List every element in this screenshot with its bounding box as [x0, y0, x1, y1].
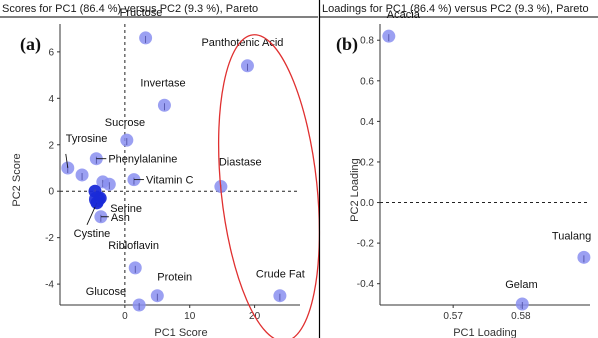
y-tick-label: 0.4 [360, 117, 374, 128]
point-label: Crude Fat [256, 269, 305, 281]
point-label: Ribloflavin [108, 240, 159, 252]
point-label: Phenylalanine [108, 154, 177, 166]
point-label: Vitamin C [146, 175, 194, 187]
point-label: Gelam [505, 279, 537, 291]
y-tick-label: -2 [45, 233, 54, 244]
y-tick-label: 0.8 [360, 36, 374, 47]
point-label: Panthotenic Acid [201, 37, 283, 49]
point-label: Tualang [552, 230, 591, 242]
point-label: Invertase [140, 77, 185, 89]
scores-panel-tag: (a) [20, 34, 41, 55]
highlight-ellipse [217, 34, 321, 338]
loadings-x-axis-label: PC1 Loading [453, 327, 517, 338]
loadings-panel-tag: (b) [336, 34, 358, 55]
y-tick-label: -0.4 [357, 279, 375, 290]
point-label: Cystine [74, 228, 111, 240]
y-tick-label: 0.6 [360, 76, 374, 87]
scores-panel: Scores for PC1 (86.4 %) versus PC2 (9.3 … [0, 3, 321, 338]
loadings-y-axis-label: PC2 Loading [349, 158, 361, 222]
y-tick-label: 6 [48, 47, 54, 58]
scores-y-axis-label: PC2 Score [11, 153, 23, 206]
point-label: Fructose [120, 7, 163, 19]
point-label: Tyrosine [66, 133, 108, 145]
y-tick-label: 0.2 [360, 157, 374, 168]
loadings-title: Loadings for PC1 (86.4 %) versus PC2 (9.… [322, 3, 589, 15]
point-label: Glucose [86, 286, 126, 298]
x-tick-label: 0.58 [511, 311, 531, 322]
label-leader-line [65, 153, 69, 169]
loadings-plot-area: -0.4 -0.2 0.0 0.2 0.4 0.6 0.8 0.57 0.58 Acacia Tua… [357, 9, 591, 322]
point-label: Ash [111, 212, 130, 224]
dense-cluster-mark [88, 191, 105, 208]
point-label: Diastase [219, 157, 262, 169]
y-tick-label: 0.0 [360, 198, 374, 209]
point-label: Sucrose [105, 117, 145, 129]
x-tick-label: 0 [122, 311, 128, 322]
scores-x-axis-label: PC1 Score [154, 327, 207, 338]
y-tick-label: -4 [45, 280, 54, 291]
point-label: Serine [110, 203, 142, 215]
y-tick-label: 4 [48, 94, 54, 105]
loadings-panel: Loadings for PC1 (86.4 %) versus PC2 (9.… [320, 3, 598, 338]
scores-title: Scores for PC1 (86.4 %) versus PC2 (9.3 … [2, 3, 258, 15]
x-tick-label: 0.57 [443, 311, 463, 322]
y-tick-label: -0.2 [357, 239, 375, 250]
y-tick-label: 2 [48, 140, 54, 151]
y-tick-label: 0 [48, 187, 54, 198]
point-label: Acacia [387, 9, 421, 21]
x-tick-label: 10 [184, 311, 196, 322]
point-label: Protein [157, 272, 192, 284]
